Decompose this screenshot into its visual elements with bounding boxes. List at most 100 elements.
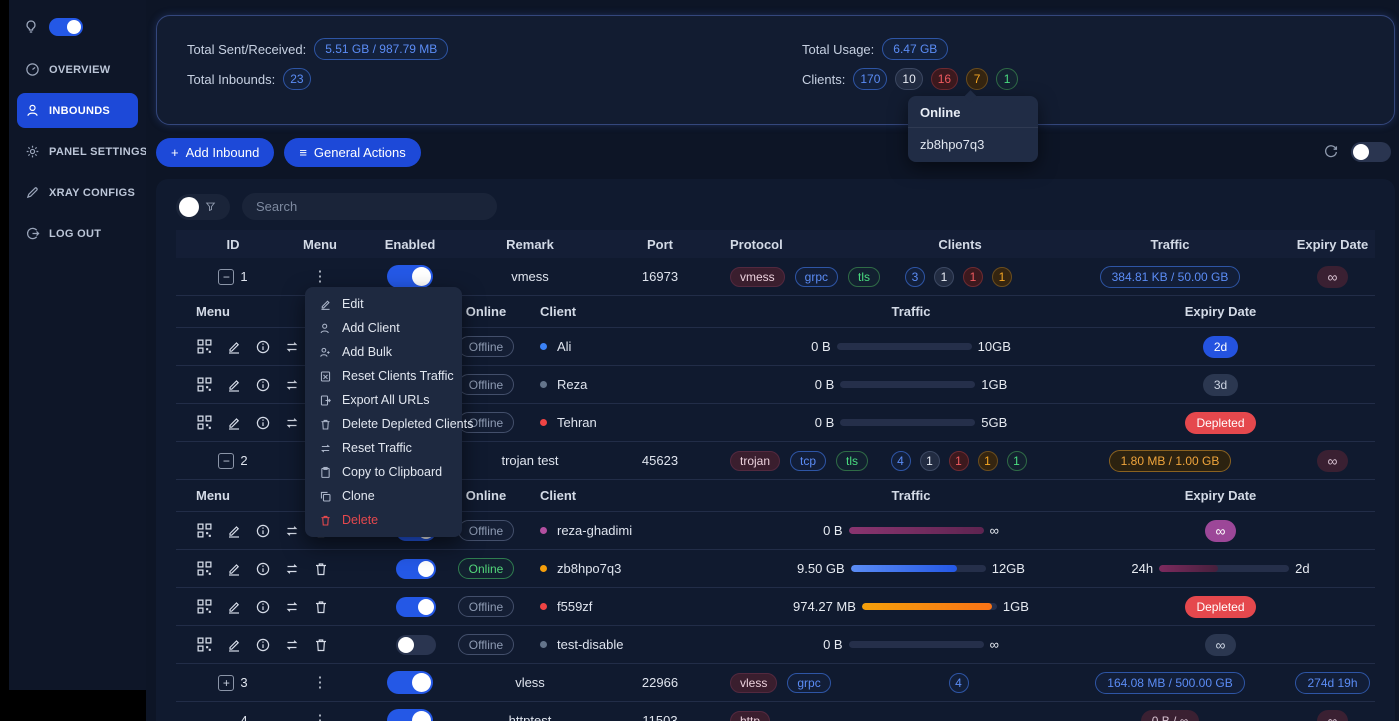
edit-icon[interactable] xyxy=(226,561,242,577)
info-icon[interactable] xyxy=(255,637,271,653)
qrcode-icon[interactable] xyxy=(196,636,213,653)
reset-traffic-icon[interactable] xyxy=(284,339,300,355)
add-inbound-button[interactable]: + Add Inbound xyxy=(156,137,275,167)
reset-traffic-icon[interactable] xyxy=(284,599,300,615)
delete-icon[interactable] xyxy=(313,599,329,615)
client-row-zb8hpo7q3: Online zb8hpo7q3 9.50 GB 12GB 24h 2d xyxy=(176,550,1375,588)
edit-icon xyxy=(319,298,332,311)
qrcode-icon[interactable] xyxy=(196,414,213,431)
clients-expiring-badge[interactable]: 7 xyxy=(966,68,989,90)
filter-funnel-icon xyxy=(205,201,216,212)
sidebar-item-inbounds[interactable]: INBOUNDS xyxy=(17,93,138,128)
expiry-badge: 3d xyxy=(1202,373,1239,396)
row-menu-icon[interactable]: ⋮ xyxy=(312,268,328,285)
info-icon[interactable] xyxy=(255,599,271,615)
reset-traffic-icon[interactable] xyxy=(284,415,300,431)
client-row-tehran: Offline Tehran 0 B 5GB Depleted xyxy=(176,404,1375,442)
qrcode-icon[interactable] xyxy=(196,560,213,577)
clients-total-badge[interactable]: 170 xyxy=(853,68,888,90)
client-enabled-toggle[interactable] xyxy=(396,596,436,617)
clients-deactive-badge[interactable]: 10 xyxy=(895,68,923,90)
delete-icon[interactable] xyxy=(313,561,329,577)
theme-toggle[interactable] xyxy=(49,18,83,36)
menu-item-reset-traffic[interactable]: Reset Traffic xyxy=(305,436,462,460)
client-color-dot xyxy=(540,565,547,572)
client-enabled-toggle[interactable] xyxy=(396,558,436,579)
enabled-toggle[interactable] xyxy=(387,671,433,694)
reset-traffic-icon[interactable] xyxy=(284,523,300,539)
qrcode-icon[interactable] xyxy=(196,598,213,615)
online-clients-popover: Online zb8hpo7q3 xyxy=(908,96,1038,162)
traffic-limit: 5GB xyxy=(981,415,1008,430)
filter-toggle[interactable] xyxy=(176,193,230,220)
sidebar-item-xray-configs[interactable]: XRAY CONFIGS xyxy=(17,175,138,210)
col-traffic: Traffic xyxy=(1150,236,1190,252)
expiry-badge: ∞ xyxy=(1204,519,1237,542)
delete-depleted-icon xyxy=(319,418,332,431)
reset-traffic-icon[interactable] xyxy=(284,561,300,577)
client-color-dot xyxy=(540,419,547,426)
qrcode-icon[interactable] xyxy=(196,522,213,539)
auto-refresh-toggle[interactable] xyxy=(1351,142,1391,162)
client-enabled-toggle[interactable] xyxy=(396,634,436,655)
menu-item-delete[interactable]: Delete xyxy=(305,508,462,532)
edit-icon[interactable] xyxy=(226,599,242,615)
clients-online-badge[interactable]: 1 xyxy=(996,68,1019,90)
qrcode-icon[interactable] xyxy=(196,376,213,393)
enabled-toggle[interactable] xyxy=(387,265,433,288)
menu-item-export-all-urls[interactable]: Export All URLs xyxy=(305,388,462,412)
delete-icon[interactable] xyxy=(313,637,329,653)
reset-traffic-icon[interactable] xyxy=(284,637,300,653)
traffic-used: 9.50 GB xyxy=(797,561,845,576)
gauge-icon xyxy=(25,62,40,77)
total-sent-received-label: Total Sent/Received: xyxy=(187,41,307,57)
clients-count-badge: 1 xyxy=(948,450,969,471)
sidebar-item-panel-settings[interactable]: PANEL SETTINGS xyxy=(17,134,147,169)
online-client-item[interactable]: zb8hpo7q3 xyxy=(920,137,985,152)
menu-item-clone[interactable]: Clone xyxy=(305,484,462,508)
info-icon[interactable] xyxy=(255,561,271,577)
row-menu-icon[interactable]: ⋮ xyxy=(312,712,328,721)
clients-depleted-badge[interactable]: 16 xyxy=(930,68,959,90)
col-id: ID xyxy=(226,236,240,252)
protocol-tag: grpc xyxy=(794,266,839,287)
table-header-row: ID Menu Enabled Remark Port Protocol Cli… xyxy=(176,230,1375,258)
pen-icon xyxy=(25,185,40,200)
client-row-f559zf: Offline f559zf 974.27 MB 1GB Depleted xyxy=(176,588,1375,626)
reset-traffic-icon[interactable] xyxy=(284,377,300,393)
info-icon[interactable] xyxy=(255,523,271,539)
menu-item-delete-depleted-clients[interactable]: Delete Depleted Clients xyxy=(305,412,473,436)
info-icon[interactable] xyxy=(255,377,271,393)
collapse-row-icon[interactable]: − xyxy=(218,452,235,469)
menu-item-reset-clients-traffic[interactable]: Reset Clients Traffic xyxy=(305,364,462,388)
menu-item-edit[interactable]: Edit xyxy=(305,292,462,316)
qrcode-icon[interactable] xyxy=(196,338,213,355)
inbound-id: 3 xyxy=(240,675,248,690)
edit-icon[interactable] xyxy=(226,415,242,431)
general-actions-button[interactable]: ≡ General Actions xyxy=(284,137,421,167)
traffic-limit: 1GB xyxy=(981,377,1008,392)
enabled-toggle[interactable] xyxy=(387,709,433,721)
expiry-badge: ∞ xyxy=(1316,449,1349,472)
search-input[interactable] xyxy=(242,193,497,220)
client-name: zb8hpo7q3 xyxy=(557,561,622,576)
row-menu-icon[interactable]: ⋮ xyxy=(312,674,328,691)
clients-count-badge: 3 xyxy=(905,266,925,287)
info-icon[interactable] xyxy=(255,415,271,431)
traffic-used: 0 B xyxy=(811,339,831,354)
client-name: Tehran xyxy=(557,415,597,430)
edit-icon[interactable] xyxy=(226,523,242,539)
collapse-row-icon[interactable]: − xyxy=(218,268,235,285)
info-icon[interactable] xyxy=(255,339,271,355)
edit-icon[interactable] xyxy=(226,377,242,393)
menu-item-add-bulk[interactable]: Add Bulk xyxy=(305,340,462,364)
sidebar-item-overview[interactable]: OVERVIEW xyxy=(17,52,138,87)
menu-item-add-client[interactable]: Add Client xyxy=(305,316,462,340)
menu-item-copy-to-clipboard[interactable]: Copy to Clipboard xyxy=(305,460,462,484)
refresh-icon[interactable] xyxy=(1323,144,1339,160)
toolbar: + Add Inbound ≡ General Actions xyxy=(156,137,1395,167)
expand-row-icon[interactable]: + xyxy=(218,674,235,691)
sidebar-item-log-out[interactable]: LOG OUT xyxy=(17,216,138,251)
edit-icon[interactable] xyxy=(226,637,242,653)
edit-icon[interactable] xyxy=(226,339,242,355)
